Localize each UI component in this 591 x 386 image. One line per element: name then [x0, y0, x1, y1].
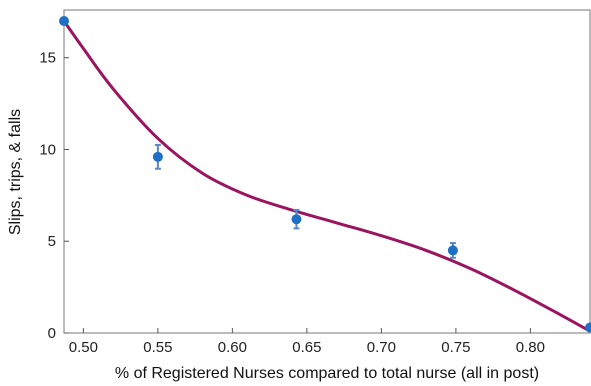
y-tick-label: 10: [39, 141, 56, 158]
plot-frame: [63, 9, 591, 334]
data-point: [585, 322, 591, 333]
x-tick-label: 0.70: [367, 339, 396, 356]
y-tick-label: 5: [48, 233, 56, 250]
data-point: [152, 151, 163, 162]
x-tick-label: 0.65: [292, 339, 321, 356]
fit-curve: [62, 20, 591, 333]
y-axis-ticks: 0 5 10 15: [39, 50, 69, 342]
data-point: [59, 16, 69, 27]
y-tick-label: 0: [48, 325, 56, 342]
x-tick-label: 0.60: [218, 339, 247, 356]
x-tick-label: 0.75: [441, 339, 470, 356]
y-axis-label: Slips, trips, & falls: [7, 109, 24, 235]
x-axis-ticks: 0.50 0.55 0.60 0.65 0.70 0.75 0.80: [69, 328, 545, 356]
data-points: [59, 16, 591, 333]
x-tick-label: 0.55: [143, 339, 172, 356]
data-point: [447, 245, 458, 256]
x-axis-label: % of Registered Nurses compared to total…: [115, 365, 539, 382]
x-tick-label: 0.80: [516, 339, 545, 356]
data-point: [291, 214, 302, 225]
x-tick-label: 0.50: [69, 339, 98, 356]
y-tick-label: 15: [39, 50, 56, 67]
